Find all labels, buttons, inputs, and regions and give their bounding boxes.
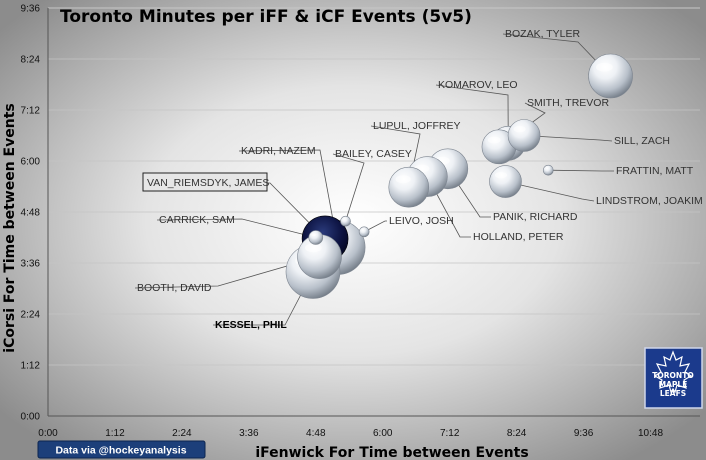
team-logo: TORONTO MAPLE LEAFS	[644, 347, 703, 409]
leader-line	[238, 149, 339, 248]
bubble-point	[388, 166, 430, 208]
point-label: LEIVO, JOSH	[389, 215, 454, 227]
x-tick-label: 7:12	[440, 428, 460, 439]
bubble-point	[308, 230, 324, 245]
highlight-label-box	[142, 172, 268, 192]
x-axis-label: iFenwick For Time between Events	[255, 445, 528, 460]
y-tick-label: 9:36	[21, 4, 41, 15]
bubble-point	[489, 165, 522, 198]
credit-box: Data via @hockeyanalysis	[37, 440, 206, 459]
y-tick-label: 0:00	[21, 412, 41, 423]
bubble-point	[340, 215, 351, 227]
y-tick-labels: 0:00 1:12 2:24 3:36 4:48 6:00 7:12 8:24 9:36	[21, 4, 41, 423]
bubble-point	[542, 164, 554, 176]
bubble-point	[358, 226, 370, 238]
point-label: FRATTIN, MATT	[616, 165, 694, 177]
leader-line	[524, 135, 613, 142]
point-label: LUPUL, JOFFREY	[373, 120, 461, 132]
x-tick-label: 8:24	[507, 428, 527, 439]
x-tick-label: 2:24	[172, 428, 192, 439]
bubble-highlight	[304, 243, 322, 253]
credit-text: Data via @hockeyanalysis	[55, 445, 186, 457]
y-tick-label: 7:12	[21, 106, 41, 117]
leader-line	[156, 218, 316, 238]
logo-line-2: MAPLE	[659, 380, 688, 389]
point-label: BOOTH, DAVID	[137, 282, 212, 294]
leader-line	[332, 153, 365, 222]
leader-line	[363, 220, 387, 233]
y-axis-label: iCorsi For Time between Events	[2, 103, 18, 352]
bubble-highlight	[487, 136, 501, 144]
bubble-highlight	[513, 125, 526, 133]
x-tick-label: 3:36	[239, 428, 259, 439]
y-tick-label: 8:24	[21, 55, 41, 66]
gridlines	[48, 7, 700, 366]
leader-line	[548, 169, 614, 172]
y-tick-label: 2:24	[21, 310, 41, 321]
logo-line-1: TORONTO	[652, 371, 693, 380]
point-label: CARRICK, SAM	[159, 214, 235, 226]
point-label: VAN_RIEMSDYK, JAMES	[147, 177, 269, 189]
y-tick-label: 3:36	[21, 259, 41, 270]
bubble-point	[507, 119, 541, 152]
axes	[47, 8, 700, 417]
point-label: BAILEY, CASEY	[335, 148, 412, 160]
logo-line-3: LEAFS	[660, 389, 686, 398]
y-tick-label: 4:48	[21, 208, 41, 219]
point-label: KOMAROV, LEO	[438, 79, 518, 91]
y-tick-label: 6:00	[21, 157, 41, 168]
y-tick-label: 1:12	[21, 361, 41, 372]
bubble-point	[588, 53, 633, 99]
leader-line	[505, 181, 595, 202]
point-label: KADRI, NAZEM	[241, 145, 316, 157]
bubble-highlight	[494, 171, 508, 179]
point-label: SMITH, TREVOR	[527, 97, 609, 109]
bubble-highlight	[596, 62, 613, 72]
x-tick-label: 9:36	[574, 428, 594, 439]
point-label: KESSEL, PHIL	[215, 319, 287, 331]
bubble-highlight	[311, 233, 317, 237]
point-label: LINDSTROM, JOAKIM	[596, 195, 703, 207]
leader-line	[134, 256, 320, 289]
point-label: PANIK, RICHARD	[493, 211, 578, 223]
bubbles	[285, 53, 633, 299]
x-tick-label: 4:48	[306, 428, 326, 439]
x-tick-labels: 0:00 1:12 2:24 3:36 4:48 6:00 7:12 8:24 9:36 10:4…	[38, 428, 663, 439]
chart-title: Toronto Minutes per iFF & iCF Events (5v…	[60, 7, 472, 27]
maple-leaf-icon	[653, 350, 693, 394]
point-labels: BOZAK, TYLER KOMAROV, LEO SMITH, TREVOR SIL…	[137, 28, 703, 331]
point-label: BOZAK, TYLER	[505, 28, 580, 40]
point-label: SILL, ZACH	[614, 135, 670, 147]
x-tick-label: 1:12	[105, 428, 125, 439]
x-tick-label: 6:00	[373, 428, 393, 439]
point-label: HOLLAND, PETER	[473, 231, 564, 243]
x-tick-label: 10:48	[638, 428, 663, 439]
bubble-highlight	[395, 175, 411, 184]
x-tick-label: 0:00	[38, 428, 58, 439]
leader-line	[427, 176, 471, 238]
